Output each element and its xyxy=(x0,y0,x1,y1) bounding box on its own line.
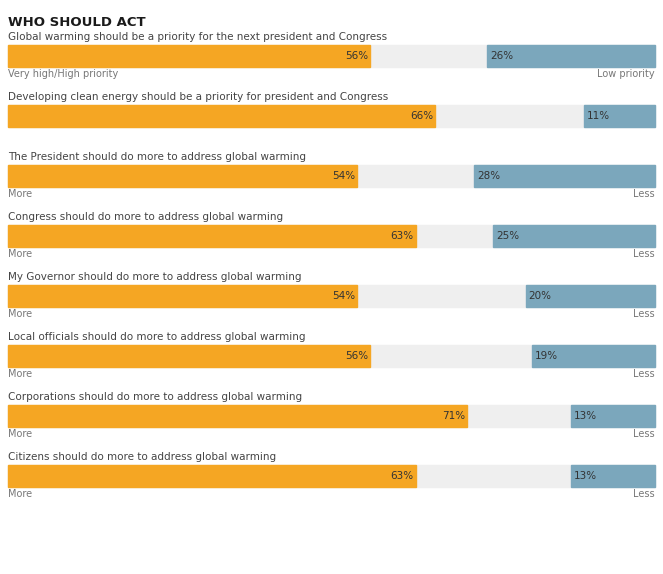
Text: More: More xyxy=(8,429,32,439)
Text: Less: Less xyxy=(633,189,655,199)
Bar xyxy=(474,165,655,187)
Bar xyxy=(8,105,655,127)
Text: Congress should do more to address global warming: Congress should do more to address globa… xyxy=(8,212,283,222)
Text: 71%: 71% xyxy=(442,411,465,421)
Bar xyxy=(526,285,655,307)
Text: 54%: 54% xyxy=(332,171,355,181)
Bar xyxy=(532,345,655,367)
Text: Less: Less xyxy=(633,249,655,259)
Text: Very high/High priority: Very high/High priority xyxy=(8,69,118,79)
Text: More: More xyxy=(8,249,32,259)
Text: My Governor should do more to address global warming: My Governor should do more to address gl… xyxy=(8,272,302,282)
Text: 11%: 11% xyxy=(587,111,610,121)
Text: More: More xyxy=(8,309,32,319)
Bar xyxy=(8,345,371,367)
Text: 19%: 19% xyxy=(535,351,558,361)
Text: 56%: 56% xyxy=(345,51,369,61)
Text: WHO SHOULD ACT: WHO SHOULD ACT xyxy=(8,16,146,29)
Bar xyxy=(8,345,655,367)
Text: 13%: 13% xyxy=(574,411,597,421)
Text: Developing clean energy should be a priority for president and Congress: Developing clean energy should be a prio… xyxy=(8,92,389,102)
Bar xyxy=(8,105,435,127)
Bar xyxy=(8,225,655,247)
Text: Local officials should do more to address global warming: Local officials should do more to addres… xyxy=(8,332,306,342)
Bar xyxy=(8,45,655,67)
Text: More: More xyxy=(8,489,32,499)
Text: Less: Less xyxy=(633,369,655,379)
Bar xyxy=(571,405,655,427)
Text: More: More xyxy=(8,369,32,379)
Text: Less: Less xyxy=(633,309,655,319)
Text: More: More xyxy=(8,189,32,199)
Bar xyxy=(8,405,655,427)
Text: 66%: 66% xyxy=(410,111,433,121)
Bar xyxy=(8,465,416,487)
Text: Corporations should do more to address global warming: Corporations should do more to address g… xyxy=(8,392,302,402)
Text: 63%: 63% xyxy=(391,471,414,481)
Text: 56%: 56% xyxy=(345,351,369,361)
Text: 54%: 54% xyxy=(332,291,355,301)
Text: Citizens should do more to address global warming: Citizens should do more to address globa… xyxy=(8,452,276,462)
Text: 20%: 20% xyxy=(528,291,552,301)
Bar xyxy=(8,225,416,247)
Bar xyxy=(584,105,655,127)
Bar xyxy=(571,465,655,487)
Text: 25%: 25% xyxy=(496,231,519,241)
Text: Global warming should be a priority for the next president and Congress: Global warming should be a priority for … xyxy=(8,32,387,42)
Text: 13%: 13% xyxy=(574,471,597,481)
Bar xyxy=(8,285,655,307)
Text: Less: Less xyxy=(633,489,655,499)
Bar xyxy=(8,165,357,187)
Bar xyxy=(8,465,655,487)
Text: Low priority: Low priority xyxy=(597,69,655,79)
Text: 63%: 63% xyxy=(391,231,414,241)
Bar xyxy=(8,285,357,307)
Text: 28%: 28% xyxy=(477,171,500,181)
Text: Less: Less xyxy=(633,429,655,439)
Text: 26%: 26% xyxy=(490,51,513,61)
Bar xyxy=(8,165,655,187)
Bar xyxy=(493,225,655,247)
Bar xyxy=(487,45,655,67)
Text: The President should do more to address global warming: The President should do more to address … xyxy=(8,152,306,162)
Bar xyxy=(8,405,467,427)
Bar xyxy=(8,45,371,67)
